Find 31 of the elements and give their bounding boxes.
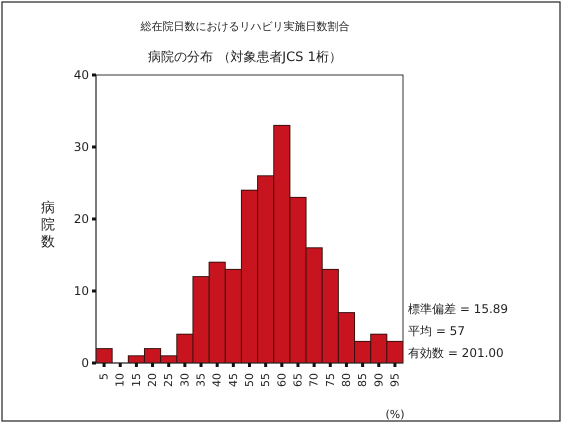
x-tick-label: 45 <box>226 373 240 387</box>
x-tick-label: 70 <box>308 373 321 387</box>
x-tick-label: 5 <box>98 373 111 380</box>
x-tick-label: 35 <box>194 373 208 387</box>
y-tick-label: 0 <box>81 356 89 370</box>
y-tick-label: 10 <box>74 284 89 298</box>
text: 標準偏差 = 15.89 <box>408 302 508 316</box>
x-tick-label: 80 <box>340 373 353 387</box>
x-tick-label: 25 <box>162 373 176 387</box>
x-tick-label: 50 <box>243 373 256 387</box>
text: 有効数 = 201.00 <box>408 346 504 360</box>
x-tick-label: 30 <box>178 373 192 387</box>
x-tick-label: 95 <box>388 373 402 387</box>
chart-title: 総在院日数におけるリハビリ実施日数割合 <box>140 20 350 33</box>
chart-subtitle: 病院の分布 （対象患者JCS 1桁） <box>148 49 342 65</box>
x-tick-label: 10 <box>114 373 127 387</box>
y-axis-title: 病院数 <box>41 200 55 250</box>
y-tick-label: 30 <box>74 140 89 154</box>
x-tick-label: 65 <box>291 373 304 387</box>
text: 平均 = 57 <box>408 324 465 338</box>
x-axis-title: (%) <box>385 408 405 421</box>
y-tick-label: 40 <box>74 68 89 82</box>
x-tick-label: 55 <box>259 373 272 387</box>
x-tick-label: 40 <box>210 373 224 387</box>
x-tick-label: 85 <box>356 373 370 387</box>
x-tick-label: 15 <box>130 373 143 387</box>
x-tick-label: 90 <box>372 373 386 387</box>
y-tick-label: 20 <box>74 212 89 226</box>
x-tick-label: 75 <box>324 373 337 387</box>
x-tick-label: 60 <box>275 373 288 387</box>
x-tick-label: 20 <box>146 373 160 387</box>
